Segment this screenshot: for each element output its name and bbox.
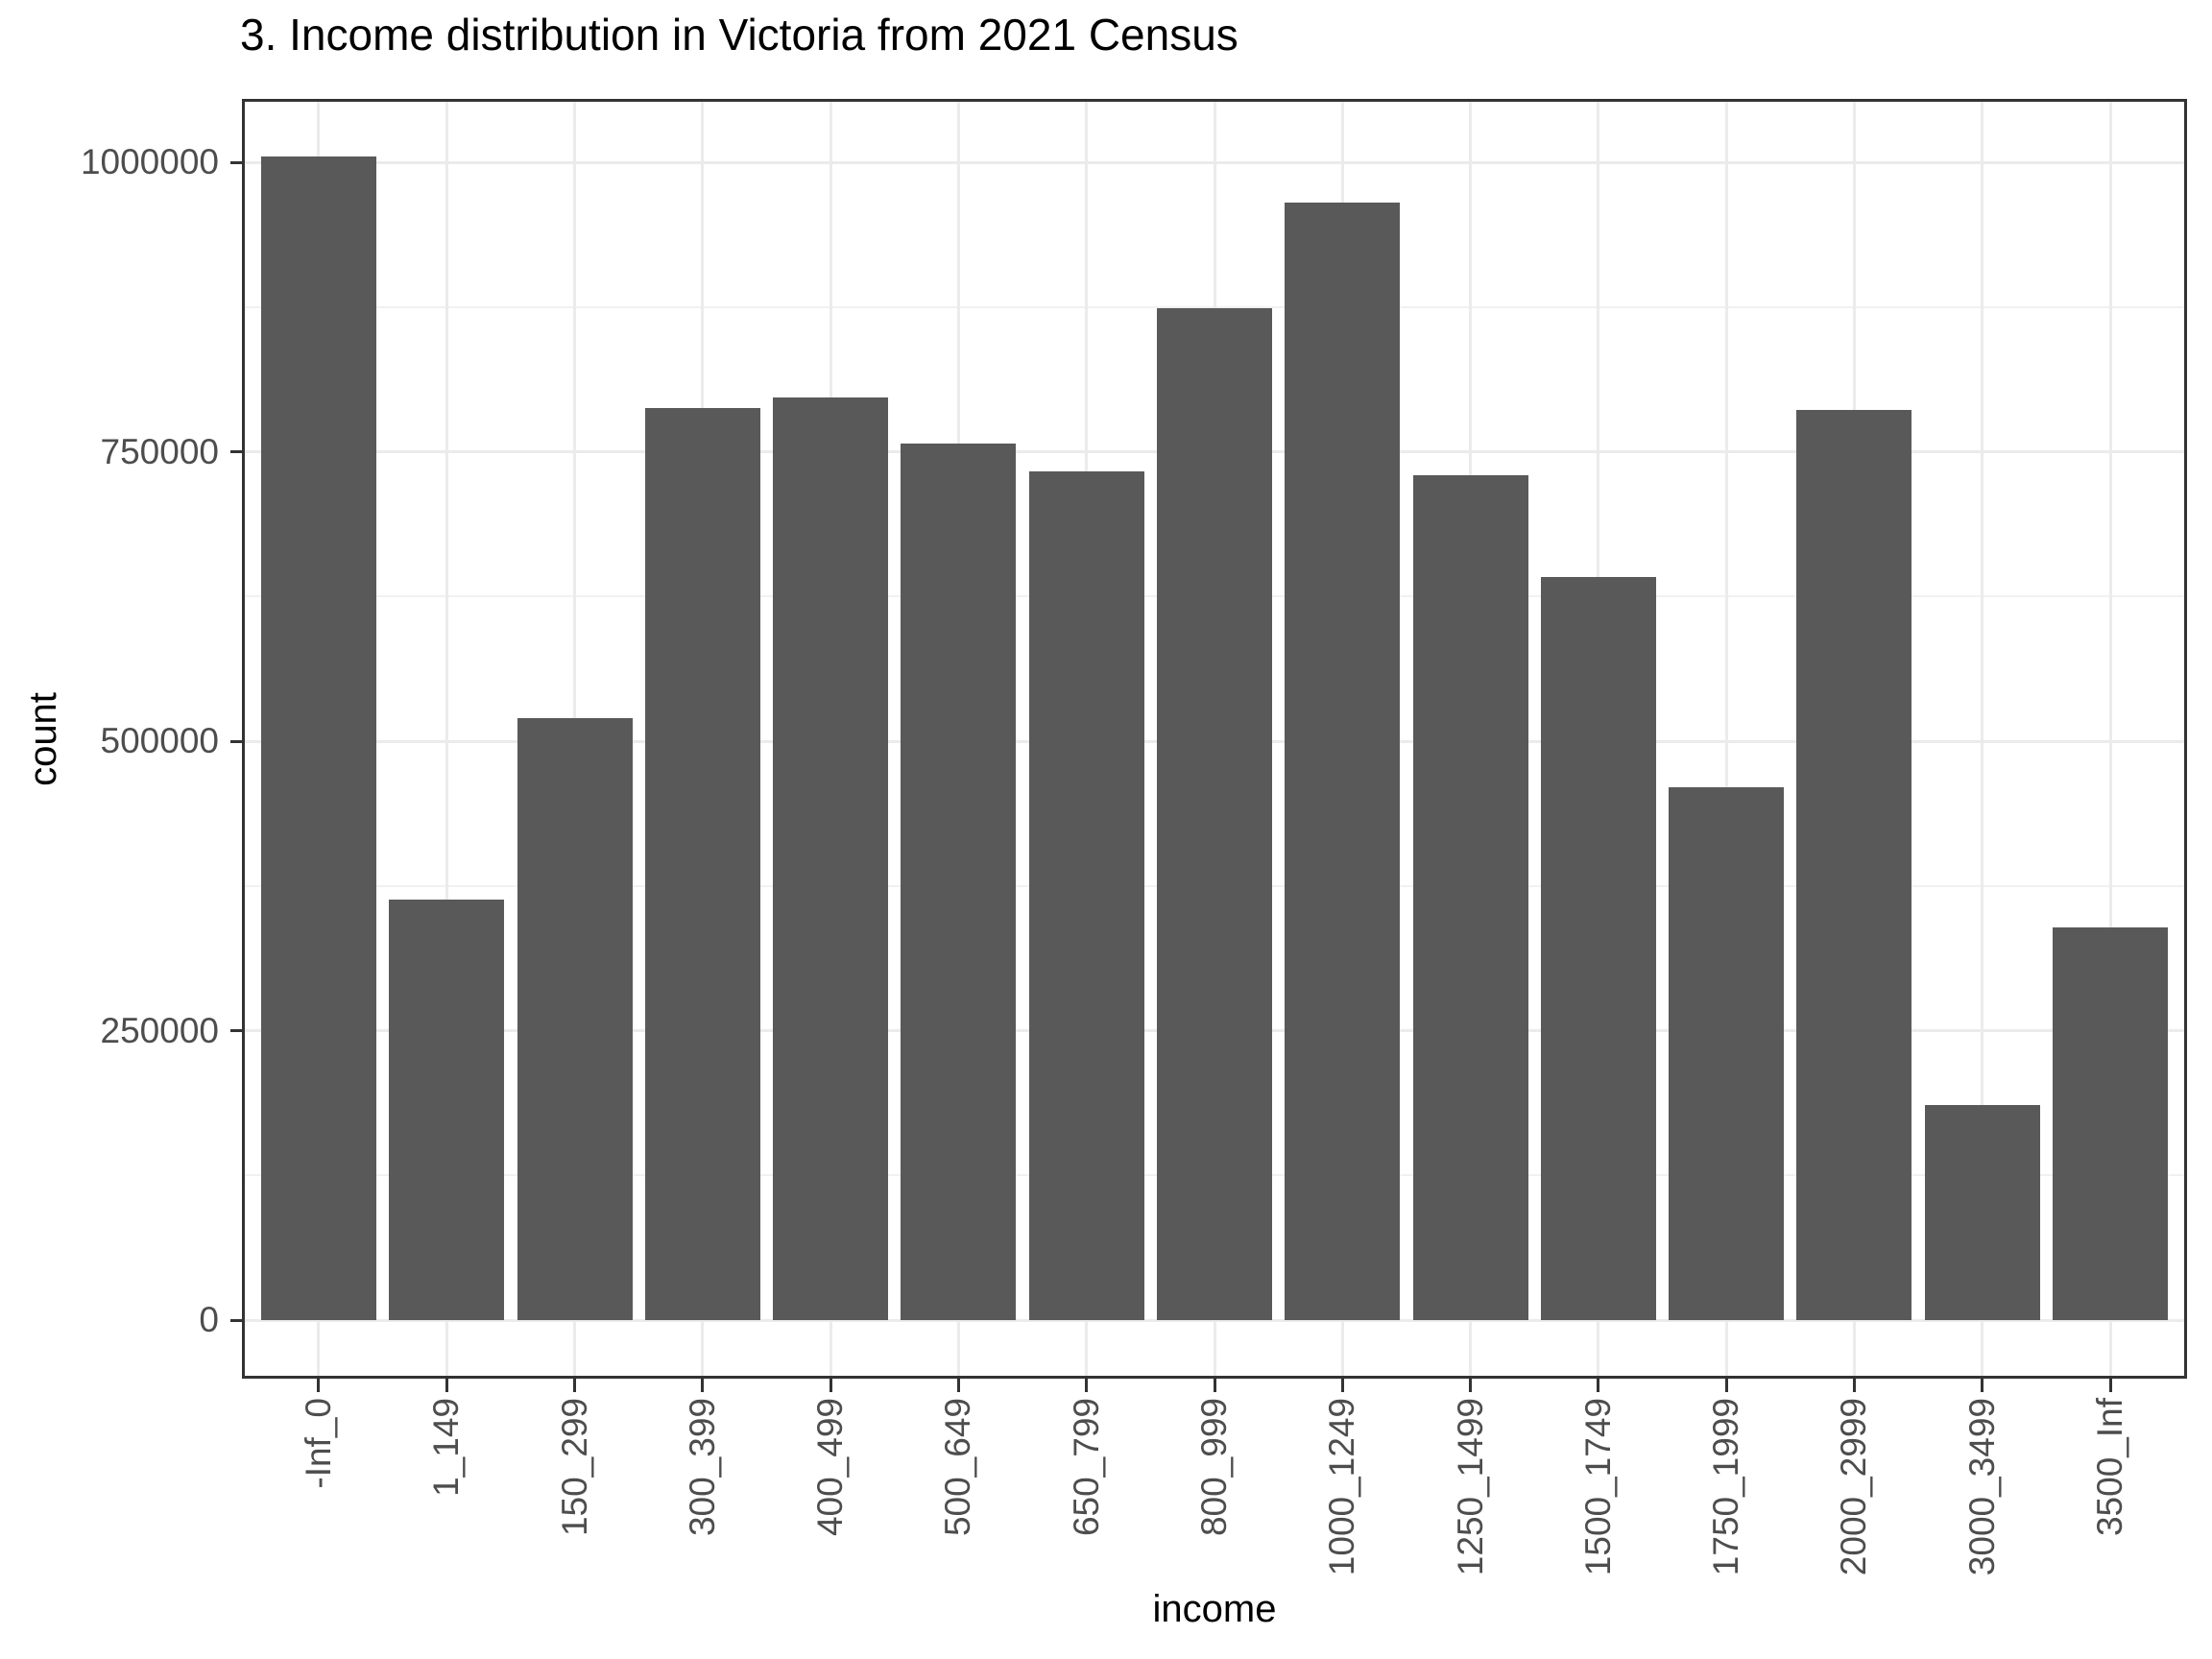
x-axis-tick xyxy=(1981,1379,1984,1392)
y-axis-tick xyxy=(230,450,242,453)
x-tick-label: 650_799 xyxy=(1066,1398,1106,1537)
bar-500_649 xyxy=(901,444,1017,1320)
x-tick-label: 500_649 xyxy=(938,1398,978,1537)
bar-3500_Inf xyxy=(2053,927,2168,1320)
x-axis-tick xyxy=(829,1379,832,1392)
x-axis-tick xyxy=(956,1379,960,1392)
plot-panel xyxy=(242,99,2187,1379)
bar-3000_3499 xyxy=(1924,1104,2040,1320)
x-tick-label: 1750_1999 xyxy=(1706,1398,1746,1576)
bar-400_499 xyxy=(773,397,889,1320)
y-tick-label: 0 xyxy=(199,1300,219,1339)
y-tick-label: 250000 xyxy=(100,1010,219,1050)
x-axis-tick xyxy=(445,1379,448,1392)
x-axis-tick xyxy=(573,1379,577,1392)
y-axis-tick xyxy=(230,160,242,164)
x-axis-title: income xyxy=(1152,1588,1277,1630)
x-axis-tick xyxy=(701,1379,705,1392)
x-tick-label: 400_499 xyxy=(810,1398,851,1537)
x-axis-tick xyxy=(1213,1379,1216,1392)
x-tick-label: 1500_1749 xyxy=(1577,1398,1618,1576)
x-axis-tick xyxy=(2108,1379,2112,1392)
x-axis-tick xyxy=(1597,1379,1600,1392)
x-tick-label: 1000_1249 xyxy=(1322,1398,1362,1576)
y-tick-label: 1000000 xyxy=(80,142,219,181)
x-tick-label: 1_149 xyxy=(426,1398,467,1497)
y-axis-tick xyxy=(230,739,242,743)
x-axis-tick xyxy=(1340,1379,1344,1392)
y-tick-label: 500000 xyxy=(100,721,219,760)
gridline-major-vertical xyxy=(1724,99,1728,1379)
bar-650_799 xyxy=(1028,471,1144,1320)
x-axis-tick xyxy=(1852,1379,1856,1392)
x-tick-label: 3500_Inf xyxy=(2090,1398,2130,1537)
x-axis-tick xyxy=(1085,1379,1089,1392)
bar-150_299 xyxy=(517,717,633,1320)
bar-300_399 xyxy=(644,407,760,1320)
x-axis-tick xyxy=(1469,1379,1473,1392)
bar-1750_1999 xyxy=(1669,787,1785,1320)
chart-title: 3. Income distribution in Victoria from … xyxy=(240,10,1238,60)
x-axis-tick xyxy=(1724,1379,1728,1392)
x-tick-label: 3000_3499 xyxy=(1961,1398,2002,1576)
x-tick-label: 300_399 xyxy=(682,1398,722,1537)
bar-1500_1749 xyxy=(1540,576,1656,1320)
bar-1_149 xyxy=(389,900,505,1320)
bar-2000_2999 xyxy=(1796,410,1912,1320)
x-tick-label: 1250_1499 xyxy=(1450,1398,1490,1576)
gridline-major-vertical xyxy=(2108,99,2112,1379)
y-axis-tick xyxy=(230,1029,242,1032)
y-tick-label: 750000 xyxy=(100,431,219,471)
x-tick-label: 2000_2999 xyxy=(1834,1398,1874,1576)
x-tick-label: 800_999 xyxy=(1194,1398,1234,1537)
bar--Inf_0 xyxy=(260,156,376,1320)
x-tick-label: 150_299 xyxy=(554,1398,594,1537)
gridline-major-vertical xyxy=(1981,99,1984,1379)
x-tick-label: -Inf_0 xyxy=(298,1398,338,1489)
gridline-major-vertical xyxy=(445,99,448,1379)
bar-1250_1499 xyxy=(1412,474,1528,1320)
bar-1000_1249 xyxy=(1285,203,1401,1320)
bar-800_999 xyxy=(1157,307,1272,1320)
x-axis-tick xyxy=(317,1379,321,1392)
y-axis-tick xyxy=(230,1318,242,1322)
